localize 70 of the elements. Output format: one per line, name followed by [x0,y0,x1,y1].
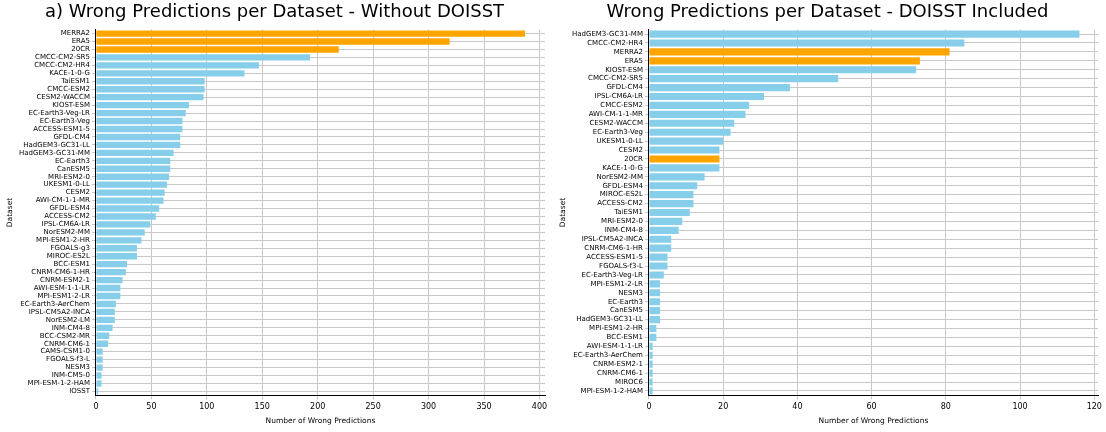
bar [96,324,113,331]
chart-title: a) Wrong Predictions per Dataset - Without DOISST [44,0,506,22]
x-tick-label: 50 [146,402,157,412]
bar [649,333,657,341]
chart-title: Wrong Predictions per Dataset - DOISST Included [606,0,1049,22]
bar [96,268,126,276]
bar [96,276,123,284]
bar [96,253,137,260]
bar [649,307,661,315]
bar [96,292,121,300]
bar [649,84,790,92]
bar [96,308,115,316]
bar [649,128,731,136]
bar [649,182,698,190]
bar [649,324,657,333]
bar [96,284,121,292]
bar [649,92,764,101]
bar [96,125,183,133]
bar [649,164,720,172]
bar [649,101,750,110]
bar [649,110,746,118]
bar [649,66,917,74]
bar [649,208,690,217]
bar [649,226,679,234]
x-tick-label: 100 [1012,402,1028,412]
x-tick-label: 200 [310,402,326,412]
bar [96,332,110,339]
bar [649,316,661,324]
bar [96,117,183,125]
bar [649,191,694,199]
bar [649,57,920,65]
x-tick-label: 0 [646,402,652,412]
bar [649,342,653,350]
bar [96,94,204,101]
bar [649,75,839,83]
x-tick-label: 250 [365,402,381,412]
bar [96,300,116,308]
bar [649,48,950,56]
bar [649,360,653,368]
x-tick-label: 0 [93,402,99,412]
x-tick-label: 80 [940,402,951,412]
x-tick-label: 150 [254,402,270,412]
x-tick-label: 100 [199,402,215,412]
x-tick-label: 20 [718,402,729,412]
x-tick-label: 400 [531,402,548,412]
bar [96,86,205,93]
x-tick-label: 120 [1086,402,1102,412]
x-tick-label: 300 [420,402,437,412]
bar [649,217,683,225]
bar [649,200,694,208]
x-tick-label: 60 [866,402,877,412]
bar [649,155,720,163]
bar [649,289,661,297]
bar [96,141,181,149]
bar [96,101,190,109]
bar [649,173,705,181]
bar [96,149,174,157]
bar [649,351,653,359]
bar [96,133,181,141]
bar [96,261,127,268]
bar [96,109,186,117]
bar [649,119,735,127]
bar [649,235,672,243]
x-tick-label: 40 [792,402,803,412]
bar [649,244,672,252]
bar [649,298,661,306]
x-tick-label: 350 [476,402,492,412]
bar [96,316,115,324]
bar [96,157,171,164]
bar [96,165,171,172]
